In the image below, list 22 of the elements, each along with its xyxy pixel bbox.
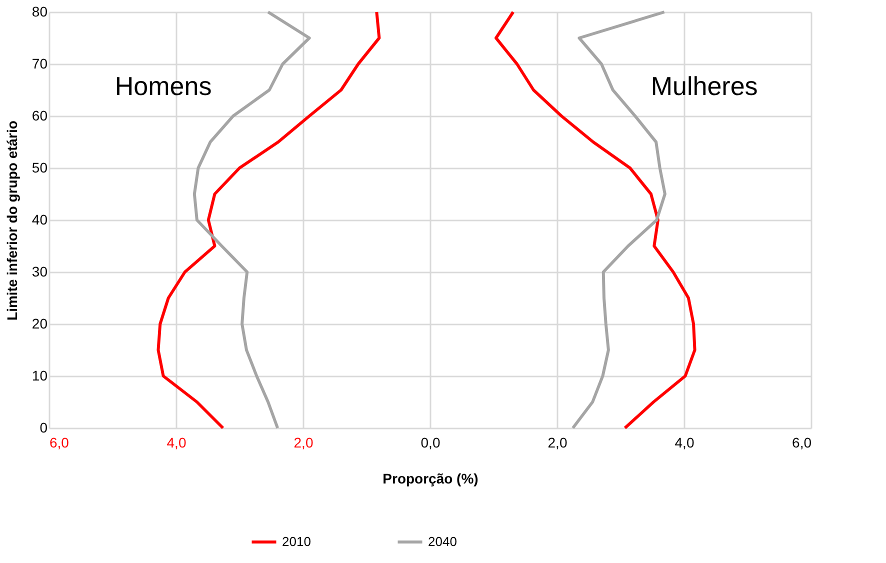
x-tick-label: 2,0 [294, 434, 314, 450]
x-tick-label: 6,0 [792, 434, 812, 450]
y-tick-label: 0 [40, 420, 48, 436]
annotation: Homens [114, 70, 212, 101]
y-tick-label: 50 [32, 160, 48, 176]
y-tick-label: 30 [32, 264, 48, 280]
y-tick-label: 20 [32, 316, 48, 332]
legend-label: 2040 [428, 534, 457, 549]
y-axis-title: Limite inferior do grupo etário [4, 120, 20, 320]
y-tick-label: 80 [32, 4, 48, 20]
y-tick-label: 40 [32, 212, 48, 228]
x-tick-label: 4,0 [166, 434, 186, 450]
x-tick-label: 6,0 [50, 434, 70, 450]
legend-label: 2010 [282, 534, 311, 549]
x-tick-label: 0,0 [420, 434, 440, 450]
annotation: Mulheres [650, 70, 758, 101]
y-tick-label: 10 [32, 368, 48, 384]
y-tick-label: 70 [32, 56, 48, 72]
x-axis-title: Proporção (%) [382, 470, 478, 486]
x-tick-label: 2,0 [548, 434, 568, 450]
y-tick-label: 60 [32, 108, 48, 124]
x-tick-label: 4,0 [674, 434, 694, 450]
